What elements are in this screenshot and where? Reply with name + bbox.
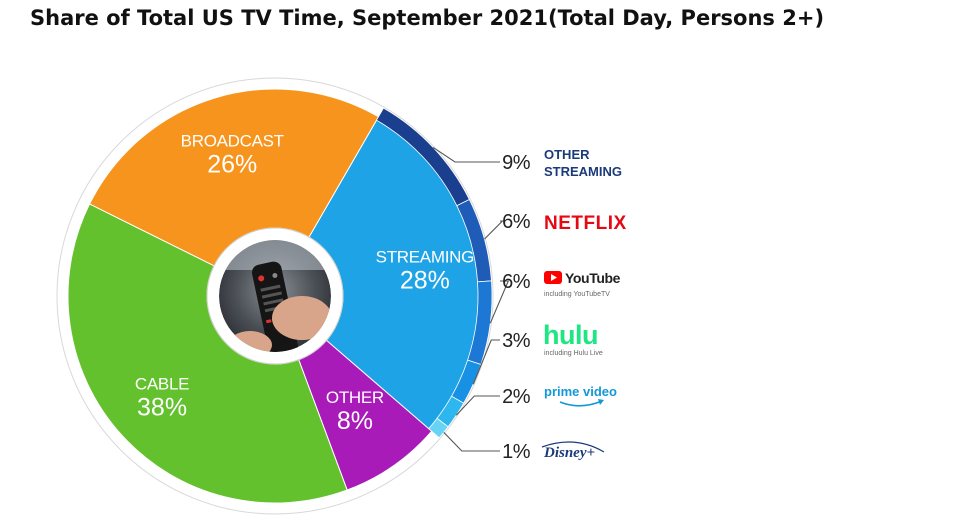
leader-line-other-streaming xyxy=(432,146,500,163)
slice-name-cable: CABLE xyxy=(135,375,189,394)
leader-line-netflix xyxy=(484,220,504,240)
breakdown-label-netflix: NETFLIX xyxy=(544,213,627,234)
slice-value-other: 8% xyxy=(337,407,373,435)
leader-line-disney- xyxy=(443,431,500,452)
svg-text:hulu: hulu xyxy=(543,320,598,350)
chart-title: Share of Total US TV Time, September 202… xyxy=(30,6,825,30)
prime-smile-icon xyxy=(559,400,603,407)
breakdown-label-other-streaming: OTHER STREAMING xyxy=(544,147,622,179)
breakdown-value-youtube: 6% xyxy=(502,271,531,293)
leader-line-prime-video xyxy=(455,395,500,416)
svg-text:including YouTubeTV: including YouTubeTV xyxy=(544,291,610,298)
breakdown-value-other-streaming: 9% xyxy=(502,152,531,174)
svg-text:Disney+: Disney+ xyxy=(543,445,595,461)
svg-text:NETFLIX: NETFLIX xyxy=(544,213,627,234)
leader-line-youtube xyxy=(489,280,510,324)
breakdown-value-prime-video: 2% xyxy=(502,386,531,408)
slice-value-cable: 38% xyxy=(137,394,187,422)
svg-text:OTHER: OTHER xyxy=(544,147,590,162)
breakdown-label-prime-video: prime video xyxy=(544,384,617,407)
svg-text:prime video: prime video xyxy=(544,384,617,399)
slice-value-broadcast: 26% xyxy=(207,150,257,178)
svg-text:including Hulu Live: including Hulu Live xyxy=(544,350,603,357)
slice-name-other: OTHER xyxy=(326,388,384,407)
breakdown-label-disney-: Disney+ xyxy=(541,441,605,461)
breakdown-label-youtube: YouTube including YouTubeTV xyxy=(544,270,621,298)
leader-line-hulu xyxy=(472,339,500,385)
breakdown-value-disney-: 1% xyxy=(502,441,531,463)
breakdown-value-hulu: 3% xyxy=(502,330,531,352)
svg-text:YouTube: YouTube xyxy=(565,270,621,286)
slice-name-streaming: STREAMING xyxy=(376,248,474,267)
slice-value-streaming: 28% xyxy=(400,267,450,295)
slice-name-broadcast: BROADCAST xyxy=(181,131,284,150)
ring-segment-disney- xyxy=(428,417,449,439)
svg-text:STREAMING: STREAMING xyxy=(544,164,622,179)
breakdown-value-netflix: 6% xyxy=(502,211,531,233)
tv-remote-photo xyxy=(219,240,331,352)
disney-arc-icon xyxy=(541,441,605,453)
